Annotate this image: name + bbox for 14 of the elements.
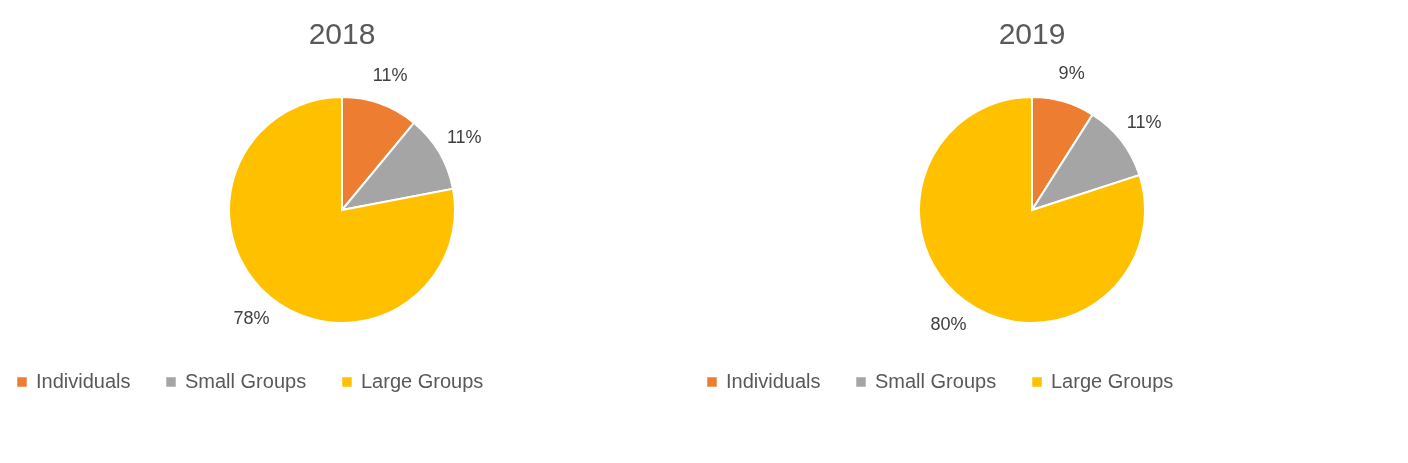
data-label: 78%: [233, 308, 270, 329]
data-label: 11%: [446, 126, 482, 147]
legend-label: Large Groups: [361, 370, 484, 392]
chart-title: 2018: [308, 17, 376, 50]
data-label: 11%: [372, 65, 408, 86]
legend-label: Individuals: [726, 370, 821, 392]
data-label: 11%: [1126, 111, 1162, 132]
data-label: 80%: [930, 313, 967, 334]
legend-label: Individuals: [36, 370, 131, 392]
legend-label: Large Groups: [1051, 370, 1174, 392]
legend-label: Small Groups: [875, 370, 997, 392]
chart-title: 2019: [998, 17, 1066, 50]
legend-label: Small Groups: [185, 370, 307, 392]
data-label: 9%: [1058, 62, 1085, 83]
